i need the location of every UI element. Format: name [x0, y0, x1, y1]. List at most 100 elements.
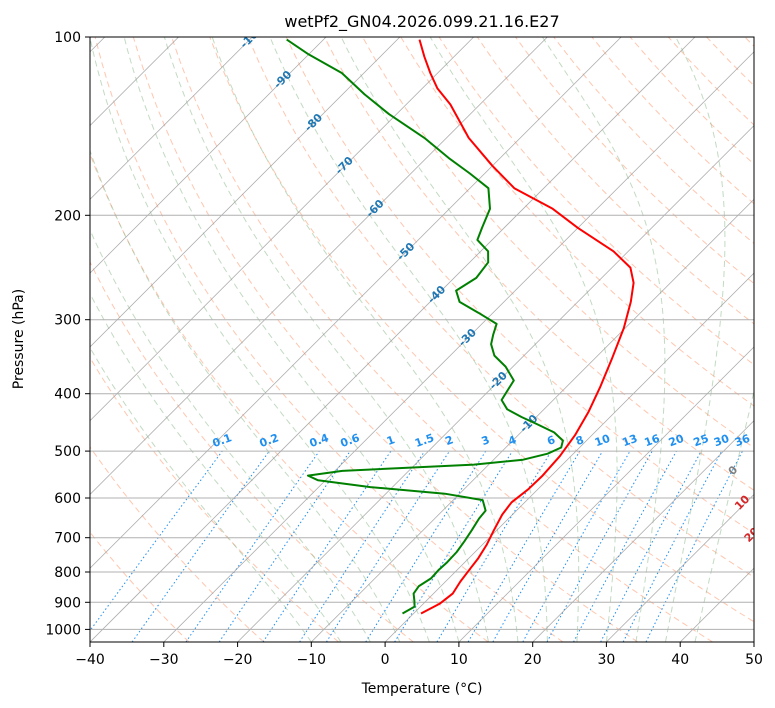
- mixing-ratio-line: [299, 450, 426, 642]
- mixing-ratio-label: 4: [506, 433, 518, 448]
- plot-frame: [89, 36, 755, 643]
- x-axis: −40 −30 −20 −10 0 10 20 30 40 50: [75, 642, 763, 668]
- dry-adiabat: [247, 37, 754, 578]
- dry-adiabat: [667, 37, 754, 126]
- mixing-ratio-line: [185, 450, 320, 642]
- mixing-ratio-line: [365, 450, 487, 642]
- mixing-ratio-label: 1.5: [413, 431, 436, 450]
- mixing-ratio-line: [218, 450, 351, 642]
- isotherm-line: [237, 125, 754, 642]
- moist-adiabat: [90, 346, 312, 642]
- x-tick-label: −10: [297, 652, 327, 668]
- series-temperature: [418, 39, 635, 615]
- mixing-ratio-label: 36: [733, 432, 752, 450]
- isotherm-label: -70: [333, 154, 356, 177]
- moist-adiabat-label: 30: [751, 557, 771, 577]
- mixing-ratio-line: [645, 450, 743, 642]
- dry-adiabat: [94, 37, 564, 642]
- mixing-ratio-line: [546, 450, 653, 642]
- moist-adiabat: [429, 37, 618, 642]
- moist-adiabat: [340, 37, 580, 642]
- dry-adiabat: [438, 37, 754, 366]
- isotherm-line: [90, 37, 548, 495]
- y-tick-label: 200: [54, 208, 81, 224]
- mixing-ratio-label: 0.4: [308, 431, 331, 450]
- isotherm-label: -90: [271, 68, 294, 91]
- dry-adiabat: [285, 37, 754, 535]
- x-tick-label: 50: [745, 652, 763, 668]
- isotherm-line: [90, 37, 474, 422]
- profile-series: [286, 38, 635, 615]
- mixing-ratio-line: [436, 450, 552, 642]
- isotherm-line: [606, 493, 754, 642]
- dry-adiabat: [171, 37, 713, 642]
- dry-adiabat: [90, 356, 339, 642]
- mixing-ratio-line: [325, 450, 450, 642]
- y-tick-label: 300: [54, 313, 81, 329]
- chart-title: wetPf2_GN04.2026.099.21.16.E27: [284, 12, 559, 32]
- isotherm-line: [458, 346, 754, 642]
- dry-adiabat: [323, 37, 754, 491]
- mixing-ratio-label: 10: [593, 432, 612, 450]
- dry-adiabat: [476, 37, 754, 325]
- y-axis-title: Pressure (hPa): [11, 289, 27, 389]
- moist-adiabat: [163, 37, 489, 642]
- isotherm-labels: -100-90-80-70-60-50-40-30-20-10: [238, 37, 541, 435]
- x-axis-title: Temperature (°C): [361, 681, 483, 697]
- isotherm-line: [90, 37, 327, 274]
- moist-adiabat: [211, 37, 519, 642]
- mixing-ratio-label: 0.6: [339, 431, 362, 450]
- mixing-ratio-label: 20: [667, 432, 686, 450]
- isotherm-label: -40: [425, 283, 448, 306]
- background-lines: [90, 37, 754, 642]
- mixing-ratio-label: 6: [545, 433, 557, 448]
- mixing-ratio-labels: 0.1 0.2 0.4 0.6 1 1.5 2 3 4 6 8 10 13 16 20 25 30 36: [211, 431, 752, 450]
- isotherm-label: -50: [394, 240, 417, 263]
- y-tick-label: 800: [54, 565, 81, 581]
- x-tick-label: 40: [671, 652, 689, 668]
- dry-adiabat: [706, 37, 754, 87]
- moist-adiabat: [90, 292, 342, 642]
- dry-adiabat: [515, 37, 754, 285]
- y-tick-label: 1000: [45, 622, 81, 638]
- y-tick-label: 600: [54, 491, 81, 507]
- moist-adiabat: [541, 37, 666, 642]
- isotherm-line: [384, 272, 754, 642]
- y-tick-label: 900: [54, 595, 81, 611]
- moist-adiabat: [269, 37, 548, 642]
- mixing-ratio-label: 2: [444, 433, 456, 448]
- x-tick-label: −30: [149, 652, 179, 668]
- x-tick-label: −20: [223, 652, 253, 668]
- mixing-ratio-label: 0.2: [258, 431, 281, 450]
- mixing-ratio-line: [573, 450, 677, 642]
- isotherm-line: [90, 37, 696, 642]
- series-dewpoint: [286, 38, 564, 615]
- moist-adiabat: [665, 37, 726, 642]
- dry-adiabat: [744, 37, 754, 47]
- isotherm-line: [90, 37, 253, 200]
- mixing-ratio-label: 13: [620, 432, 639, 449]
- mixing-ratio-label: 0.1: [211, 431, 234, 450]
- mixing-ratio-label: 25: [692, 432, 711, 449]
- moist-adiabat: [90, 149, 401, 642]
- dry-adiabat: [90, 446, 265, 642]
- moist-adiabat-label: 0: [726, 463, 741, 478]
- y-tick-label: 100: [54, 30, 81, 46]
- mixing-ratio-line: [131, 450, 270, 642]
- dry-adiabat: [629, 37, 754, 165]
- isotherm-line: [90, 37, 401, 348]
- moist-adiabat: [90, 228, 371, 642]
- dry-adiabat: [90, 152, 489, 642]
- mixing-ratio-line: [394, 450, 513, 642]
- x-tick-label: 0: [381, 652, 390, 668]
- x-tick-label: 20: [524, 652, 542, 668]
- dry-adiabat: [90, 531, 190, 642]
- isotherm-line: [90, 37, 622, 569]
- isotherm-line: [311, 198, 754, 642]
- isotherm-line: [532, 420, 754, 642]
- x-tick-label: −40: [75, 652, 105, 668]
- isotherm-line: [753, 641, 754, 642]
- dry-adiabat: [209, 37, 754, 623]
- mixing-ratio-label: 1: [385, 433, 397, 448]
